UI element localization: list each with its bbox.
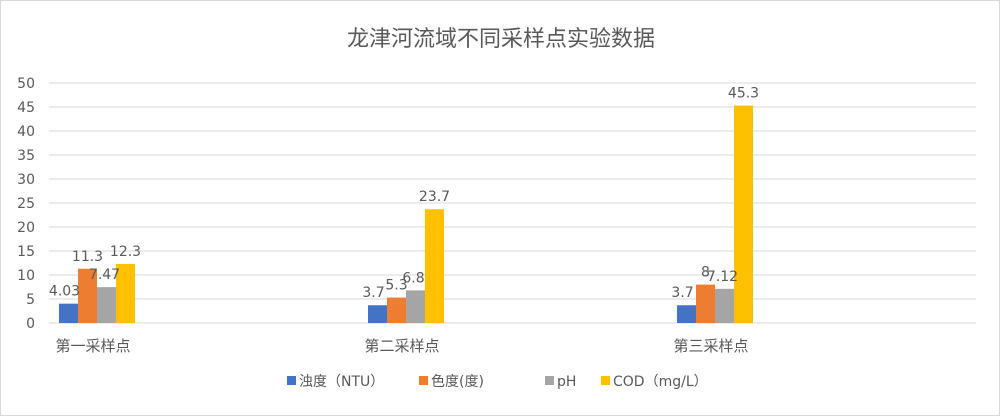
bar bbox=[677, 305, 696, 323]
category-label: 第三采样点 bbox=[673, 337, 748, 355]
legend-label: 色度(度) bbox=[431, 373, 484, 390]
y-tick-label: 5 bbox=[26, 292, 35, 308]
y-tick-label: 25 bbox=[17, 196, 35, 212]
data-label: 6.8 bbox=[402, 270, 424, 286]
data-label: 8 bbox=[701, 265, 710, 281]
category-label: 第二采样点 bbox=[364, 337, 439, 355]
category-label: 第一采样点 bbox=[55, 337, 130, 355]
data-label: 12.3 bbox=[110, 244, 141, 260]
y-axis-ticks: 0 5 10 15 20 25 30 35 40 45 50 bbox=[17, 76, 35, 332]
category-labels: 第一采样点 第二采样点 第三采样点 bbox=[55, 337, 748, 355]
bar bbox=[406, 290, 425, 323]
legend: 浊度（NTU） 色度(度) pH COD（mg/L） bbox=[287, 373, 708, 390]
legend-label: pH bbox=[557, 374, 576, 390]
data-label: 23.7 bbox=[419, 189, 450, 205]
data-label: 7.12 bbox=[707, 269, 738, 285]
bars bbox=[59, 105, 753, 323]
bar bbox=[78, 268, 97, 323]
legend-label: COD（mg/L） bbox=[613, 374, 708, 390]
legend-swatch bbox=[287, 376, 296, 385]
legend-swatch bbox=[545, 376, 554, 385]
bar bbox=[116, 263, 135, 323]
chart-title: 龙津河流域不同采样点实验数据 bbox=[347, 27, 655, 52]
data-label: 5.3 bbox=[385, 278, 407, 294]
bar bbox=[715, 288, 734, 323]
y-tick-label: 15 bbox=[17, 244, 35, 260]
y-tick-label: 45 bbox=[17, 100, 35, 116]
y-tick-label: 35 bbox=[17, 148, 35, 164]
data-label: 7.47 bbox=[89, 267, 120, 283]
bar bbox=[425, 209, 444, 323]
gridlines bbox=[49, 82, 976, 324]
bar bbox=[59, 303, 78, 323]
bar bbox=[734, 105, 753, 323]
bar bbox=[97, 287, 116, 323]
y-tick-label: 10 bbox=[17, 268, 35, 284]
y-tick-label: 0 bbox=[26, 316, 35, 332]
data-label: 11.3 bbox=[72, 249, 103, 265]
bar bbox=[368, 305, 387, 323]
legend-swatch bbox=[419, 376, 428, 385]
legend-label: 浊度（NTU） bbox=[299, 374, 384, 390]
y-tick-label: 50 bbox=[17, 76, 35, 92]
data-label: 3.7 bbox=[671, 285, 693, 301]
legend-swatch bbox=[601, 376, 610, 385]
data-label: 4.03 bbox=[49, 284, 80, 300]
y-tick-label: 40 bbox=[17, 124, 35, 140]
data-label: 3.7 bbox=[362, 285, 384, 301]
data-label: 45.3 bbox=[728, 86, 759, 102]
bar bbox=[387, 297, 406, 323]
y-tick-label: 20 bbox=[17, 220, 35, 236]
bar bbox=[696, 284, 715, 323]
y-tick-label: 30 bbox=[17, 172, 35, 188]
